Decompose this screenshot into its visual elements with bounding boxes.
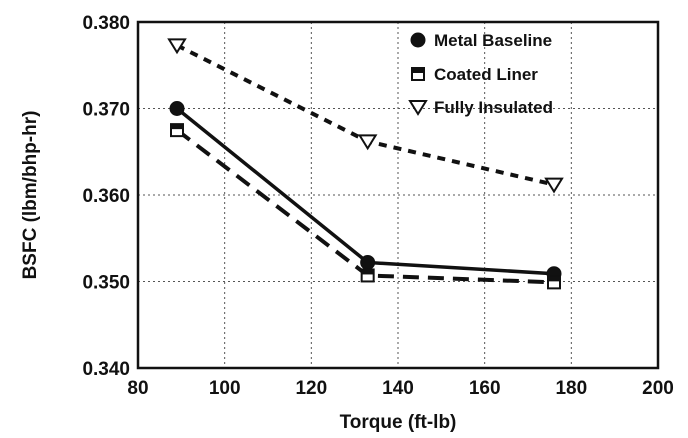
x-tick-label: 200 [642, 378, 674, 399]
data-point [360, 254, 376, 270]
legend-item: Metal Baseline [410, 31, 552, 50]
x-tick-label: 80 [127, 378, 148, 399]
legend-marker [411, 67, 425, 81]
series-metal-baseline [169, 101, 562, 282]
y-tick-label: 0.360 [82, 186, 130, 207]
x-tick-label: 100 [209, 378, 241, 399]
y-tick-label: 0.340 [82, 359, 130, 380]
y-tick-label: 0.380 [82, 13, 130, 34]
series-coated-liner [170, 123, 561, 290]
series-line [175, 107, 555, 276]
legend-label: Fully Insulated [434, 98, 553, 117]
x-tick-labels: 80 100 120 140 160 180 200 [127, 378, 673, 399]
data-point [167, 38, 187, 55]
legend-marker [408, 100, 428, 116]
x-tick-label: 140 [382, 378, 414, 399]
x-tick-label: 120 [295, 378, 327, 399]
y-tick-label: 0.370 [82, 100, 130, 121]
x-tick-label: 180 [555, 378, 587, 399]
series-fully-insulated [167, 38, 564, 194]
legend: Metal Baseline Coated Liner Fully Insulate… [408, 31, 553, 117]
data-point [170, 123, 184, 138]
data-point [169, 101, 185, 116]
data-point [357, 134, 378, 151]
grid-lines [138, 22, 658, 368]
legend-item: Fully Insulated [408, 98, 553, 117]
legend-label: Metal Baseline [434, 31, 552, 50]
series-layer [167, 38, 564, 290]
y-tick-labels: 0.340 0.350 0.360 0.370 0.380 [82, 13, 130, 380]
data-point [544, 177, 564, 194]
legend-label: Coated Liner [434, 65, 538, 84]
x-axis-title: Torque (ft-lb) [340, 412, 457, 433]
legend-marker [410, 32, 426, 48]
plot-frame [136, 20, 660, 370]
y-axis-title: BSFC (lbm/bhp-hr) [20, 111, 41, 280]
data-point [547, 275, 561, 290]
data-point [360, 268, 375, 283]
y-tick-label: 0.350 [82, 273, 130, 294]
x-tick-label: 160 [469, 378, 501, 399]
legend-item: Coated Liner [411, 65, 538, 84]
